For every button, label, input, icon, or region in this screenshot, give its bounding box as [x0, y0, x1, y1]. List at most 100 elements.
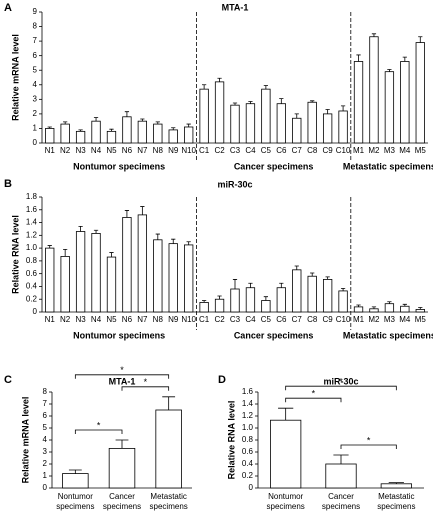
- x-tick-label: N3: [75, 315, 86, 324]
- error-bar: [93, 117, 99, 122]
- chart-title: miR-30c: [323, 376, 358, 386]
- error-bar: [109, 252, 114, 258]
- error-bar: [140, 206, 145, 215]
- x-tick-label: N10: [181, 146, 196, 155]
- group-label: Metastatic specimens: [343, 330, 433, 340]
- x-tick-label: C2: [214, 146, 225, 155]
- y-tick-label: 0.4: [242, 459, 254, 468]
- y-tick-label: 1.6: [26, 205, 38, 214]
- significance-label: *: [312, 389, 316, 399]
- y-tick-label: 0.6: [242, 447, 254, 456]
- x-tick-label: N1: [45, 315, 56, 324]
- y-tick-label: 0: [43, 483, 48, 492]
- error-bar: [155, 121, 160, 125]
- x-tick-label: Metastatic specimens: [377, 492, 415, 511]
- error-bar: [371, 33, 377, 37]
- bar: [230, 288, 240, 313]
- x-tick-label: C7: [292, 146, 303, 155]
- y-tick-label: 4: [43, 435, 48, 444]
- bar: [230, 104, 240, 144]
- y-tick-label: 7: [43, 399, 48, 408]
- y-tick-label: 1.4: [26, 218, 38, 227]
- error-bar: [171, 127, 176, 130]
- error-bar: [388, 482, 404, 484]
- bar: [276, 287, 286, 313]
- error-bar: [140, 118, 145, 122]
- x-tick-label: M5: [415, 146, 427, 155]
- y-tick-label: 1.0: [26, 243, 38, 252]
- error-bar: [47, 245, 52, 249]
- error-bar: [325, 109, 330, 114]
- x-tick-label: C8: [307, 315, 318, 324]
- error-bar: [310, 100, 315, 103]
- x-tick-label: C1: [199, 315, 210, 324]
- y-tick-label: 0: [33, 307, 38, 316]
- error-bar: [310, 272, 315, 277]
- significance-label: *: [97, 420, 101, 430]
- x-tick-label: C10: [336, 315, 351, 324]
- error-bar: [294, 113, 299, 119]
- bar: [245, 287, 256, 313]
- error-bar: [162, 396, 176, 410]
- bar: [75, 130, 86, 144]
- bar: [353, 306, 364, 313]
- y-axis-label: Relative mRNA level: [20, 397, 30, 484]
- error-bar: [248, 282, 253, 288]
- error-bar: [340, 287, 346, 291]
- error-bar: [418, 307, 423, 310]
- x-tick-label: N2: [60, 315, 71, 324]
- y-axis-label: Relative RNA level: [10, 215, 20, 294]
- error-bar: [418, 36, 423, 43]
- y-tick-label: 0.2: [26, 294, 38, 303]
- error-bar: [294, 265, 299, 270]
- x-tick-label: M2: [368, 146, 380, 155]
- panel-label: C: [4, 374, 12, 386]
- bar: [384, 303, 395, 313]
- bar: [214, 81, 225, 144]
- error-bar: [47, 126, 52, 129]
- x-tick-label: M4: [399, 315, 411, 324]
- x-tick-label: M3: [384, 146, 396, 155]
- error-bar: [78, 129, 83, 132]
- error-bar: [186, 123, 191, 127]
- significance-label: *: [367, 435, 371, 445]
- x-tick-label: N6: [122, 315, 133, 324]
- x-tick-label: C7: [292, 315, 303, 324]
- y-tick-label: 1.2: [26, 230, 38, 239]
- bar: [153, 239, 163, 313]
- bar: [60, 256, 70, 313]
- error-bar: [68, 469, 82, 474]
- bar: [353, 61, 364, 144]
- bar: [400, 305, 410, 313]
- bar: [415, 309, 425, 313]
- y-tick-label: 9: [33, 7, 38, 16]
- bar: [261, 88, 271, 144]
- error-bar: [186, 241, 191, 245]
- bar: [62, 473, 89, 489]
- group-label: Cancer specimens: [234, 161, 314, 171]
- bar: [338, 290, 348, 313]
- bar: [214, 298, 225, 313]
- group-label: Metastatic specimens: [343, 161, 433, 171]
- bar: [168, 243, 178, 313]
- x-tick-label: C1: [199, 146, 210, 155]
- error-bar: [279, 282, 284, 288]
- error-bar: [333, 454, 349, 464]
- significance-bracket: [121, 386, 170, 391]
- x-tick-label: N8: [153, 315, 164, 324]
- bar: [384, 71, 395, 144]
- error-bar: [63, 121, 68, 125]
- bar: [199, 88, 209, 144]
- bar: [322, 113, 333, 144]
- significance-label: *: [120, 365, 124, 375]
- panel-label: D: [218, 374, 226, 386]
- bar: [45, 128, 55, 144]
- error-bar: [115, 439, 129, 449]
- bar: [261, 300, 271, 313]
- bar: [322, 279, 333, 313]
- x-tick-label: N10: [181, 315, 196, 324]
- x-tick-label: C9: [323, 146, 334, 155]
- x-tick-label: Nontumor specimens: [267, 492, 305, 511]
- y-tick-label: 1.4: [242, 399, 254, 408]
- error-bar: [63, 248, 68, 257]
